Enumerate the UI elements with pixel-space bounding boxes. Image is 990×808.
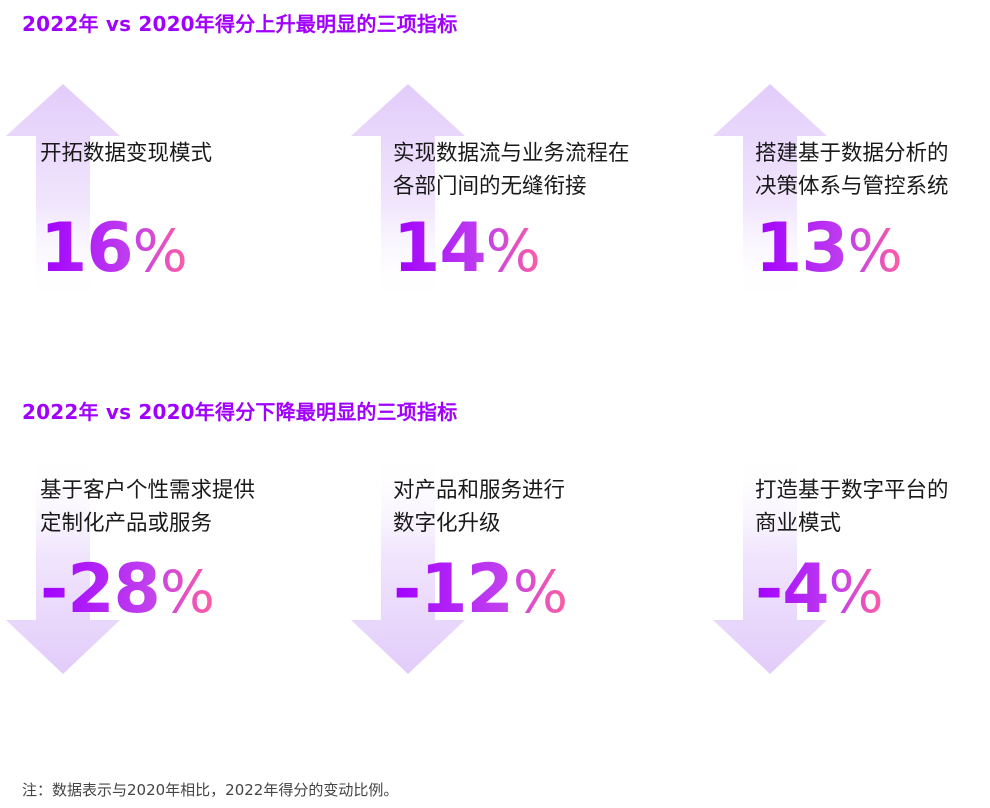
arrow-up-icon [6,84,120,304]
card-value: 14% [393,209,541,288]
arrow-down-icon [713,452,827,674]
card-label: 基于客户个性需求提供 定制化产品或服务 [40,478,256,536]
card-value: -12% [393,550,568,629]
arrow-up-icon [713,84,827,304]
card-label: 开拓数据变现模式 [40,141,213,166]
card-value: 16% [40,209,188,288]
card-label: 对产品和服务进行 数字化升级 [393,478,566,536]
falling-section-title: 2022年 vs 2020年得分下降最明显的三项指标 [22,400,458,424]
falling-card-3: 打造基于数字平台的 商业模式 -4% [713,452,990,752]
footnote: 注：数据表示与2020年相比，2022年得分的变动比例。 [22,781,399,799]
rising-card-3: 搭建基于数据分析的 决策体系与管控系统 13% [713,84,990,384]
card-value: -28% [40,550,215,629]
rising-card-1: 开拓数据变现模式 16% [6,84,306,384]
card-label: 搭建基于数据分析的 决策体系与管控系统 [755,141,949,199]
rising-section-title: 2022年 vs 2020年得分上升最明显的三项指标 [22,12,458,36]
falling-card-1: 基于客户个性需求提供 定制化产品或服务 -28% [6,452,306,752]
arrow-up-icon [351,84,465,304]
card-label: 实现数据流与业务流程在 各部门间的无缝衔接 [393,141,630,199]
card-label: 打造基于数字平台的 商业模式 [755,478,949,536]
rising-card-2: 实现数据流与业务流程在 各部门间的无缝衔接 14% [351,84,651,384]
arrow-down-icon [6,452,120,674]
card-value: 13% [755,209,903,288]
arrow-down-icon [351,452,465,674]
card-value: -4% [755,550,884,629]
falling-card-2: 对产品和服务进行 数字化升级 -12% [351,452,651,752]
